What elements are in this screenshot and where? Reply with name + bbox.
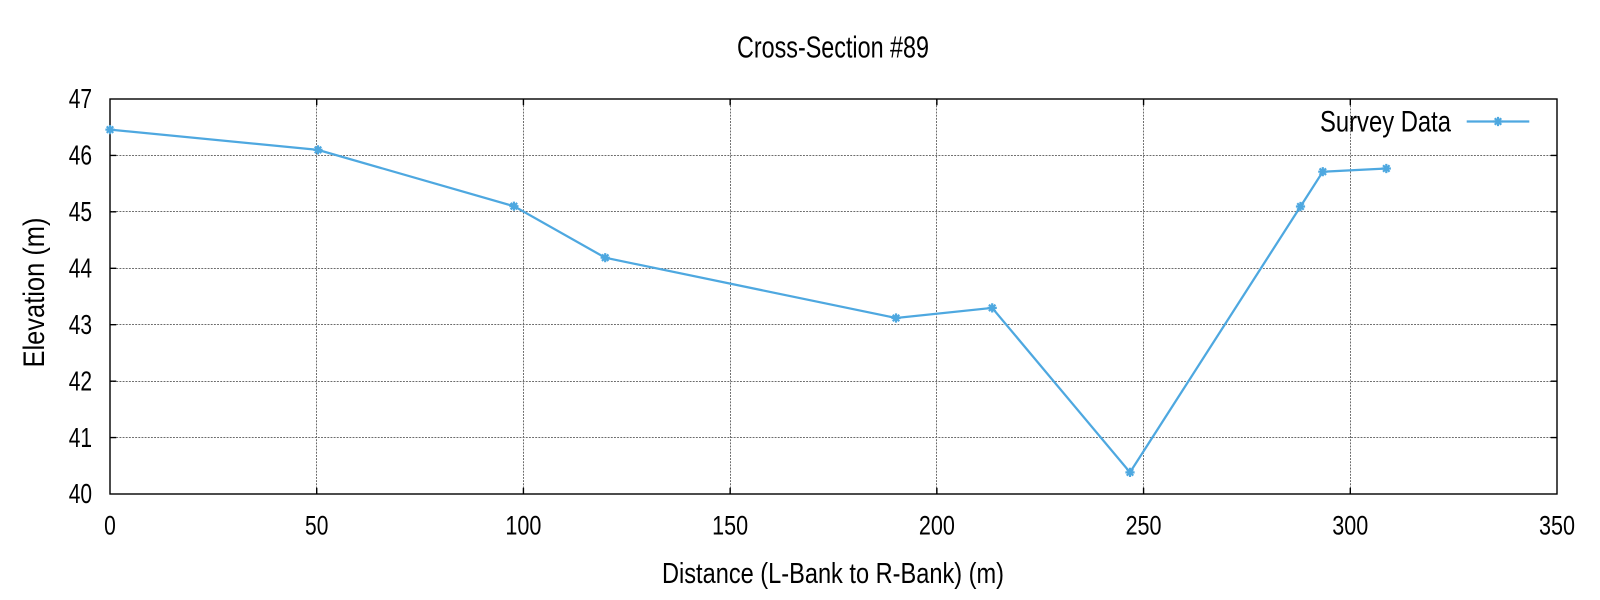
svg-text:300: 300 [1332, 511, 1368, 541]
svg-text:Elevation (m): Elevation (m) [18, 218, 51, 368]
svg-text:43: 43 [69, 309, 92, 340]
svg-text:0: 0 [104, 511, 116, 541]
svg-text:45: 45 [69, 196, 92, 227]
svg-text:Distance (L-Bank to R-Bank) (m: Distance (L-Bank to R-Bank) (m) [662, 558, 1004, 590]
svg-text:Survey Data: Survey Data [1320, 106, 1451, 139]
svg-text:200: 200 [919, 511, 955, 541]
svg-text:40: 40 [69, 478, 92, 509]
svg-text:50: 50 [305, 511, 328, 541]
svg-text:100: 100 [505, 511, 541, 541]
svg-text:47: 47 [69, 83, 92, 114]
svg-text:150: 150 [712, 511, 748, 541]
svg-text:46: 46 [69, 140, 92, 171]
svg-text:350: 350 [1539, 511, 1575, 541]
svg-text:44: 44 [69, 253, 92, 284]
svg-text:Cross-Section #89: Cross-Section #89 [737, 30, 929, 65]
svg-text:42: 42 [69, 365, 92, 396]
svg-text:250: 250 [1126, 511, 1162, 541]
svg-text:41: 41 [69, 422, 92, 453]
